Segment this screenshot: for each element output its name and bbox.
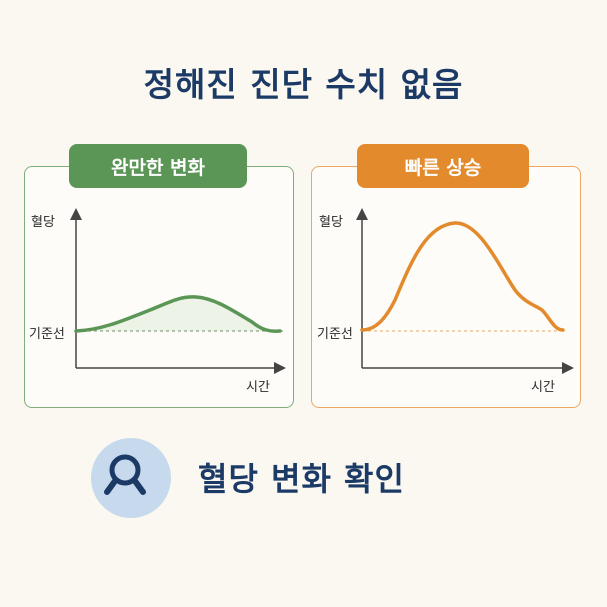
left-y-axis-label: 혈당 bbox=[31, 215, 55, 230]
right-baseline-label: 기준선 bbox=[317, 327, 353, 342]
right-x-axis-label: 시간 bbox=[531, 380, 555, 395]
right-curve bbox=[360, 221, 565, 332]
bottom-row: 혈당 변화 확인 bbox=[0, 438, 607, 528]
left-chart bbox=[70, 208, 286, 374]
check-glucose-change-text: 혈당 변화 확인 bbox=[198, 460, 405, 498]
right-y-axis-label: 혈당 bbox=[319, 215, 343, 230]
left-x-axis-label: 시간 bbox=[246, 380, 270, 395]
left-baseline-label: 기준선 bbox=[29, 327, 65, 342]
page-title: 정해진 진단 수치 없음 bbox=[143, 65, 464, 104]
rapid-rise-badge: 빠른 상승 bbox=[357, 144, 529, 188]
left-curve bbox=[74, 295, 282, 333]
magnifier-icon bbox=[91, 438, 171, 518]
right-chart bbox=[356, 208, 574, 374]
gradual-change-badge: 완만한 변화 bbox=[69, 144, 247, 188]
left-curve-fill bbox=[76, 296, 280, 331]
